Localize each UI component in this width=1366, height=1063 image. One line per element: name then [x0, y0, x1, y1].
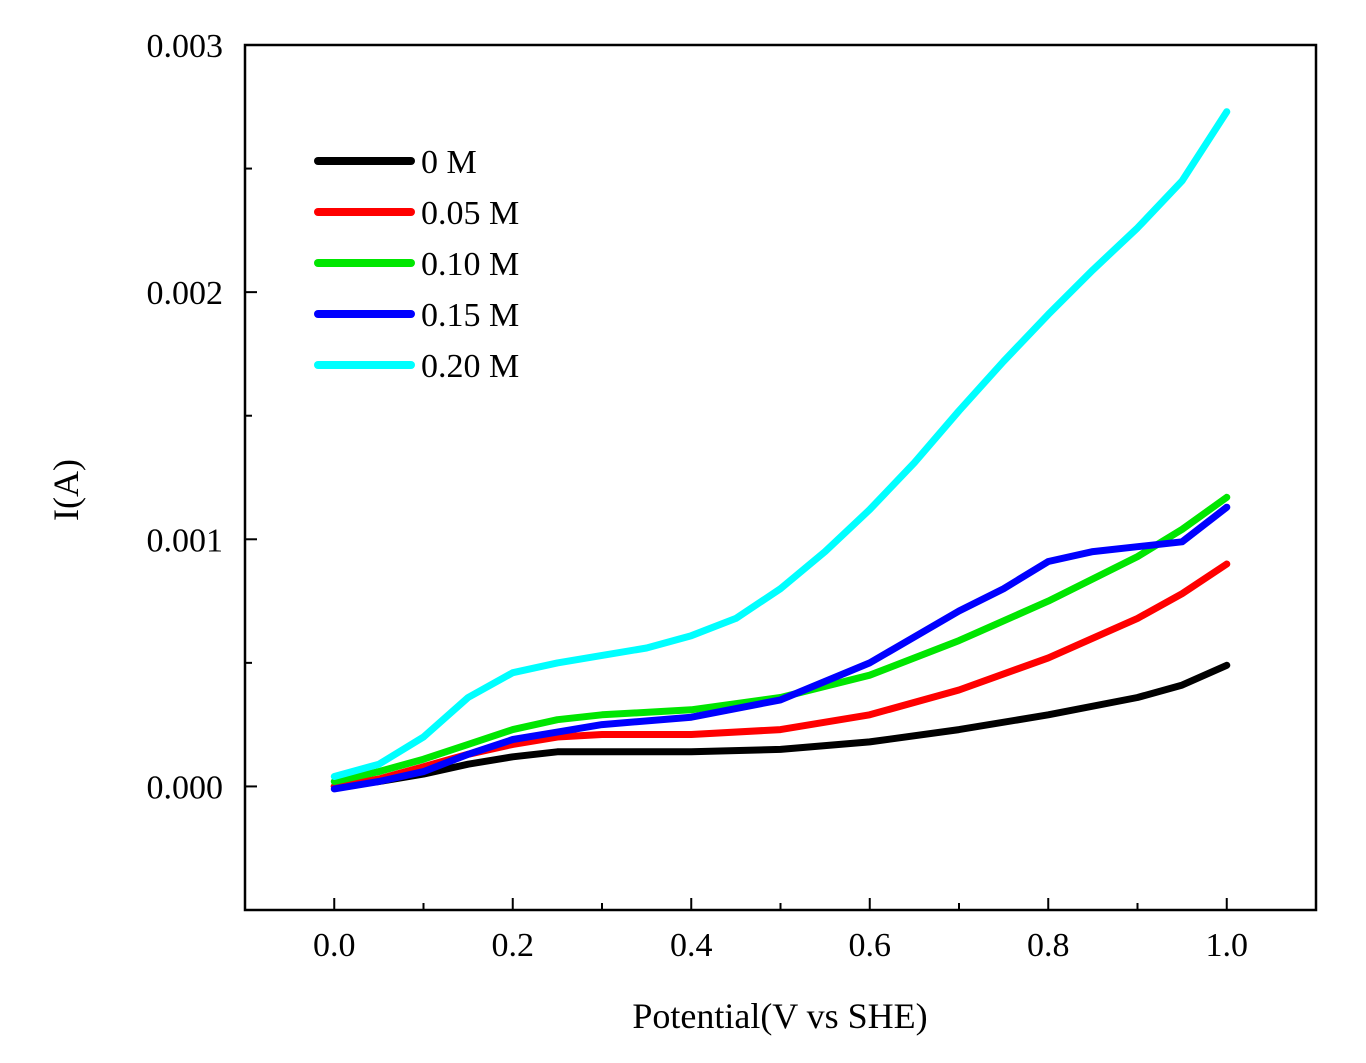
- x-tick-label: 0.2: [492, 927, 535, 964]
- series-line-2: [330, 493, 1231, 785]
- legend-label: 0.20 M: [421, 348, 519, 385]
- x-tick-label: 0.4: [670, 927, 713, 964]
- x-axis: 0.0 0.2 0.4 0.6 0.8 1.0: [313, 898, 1248, 964]
- series-line-0: [330, 661, 1231, 790]
- y-tick-label: 0.003: [147, 28, 224, 65]
- y-tick-label: 0.002: [147, 275, 224, 312]
- y-axis-title: I(A): [46, 459, 86, 521]
- x-tick-label: 0.0: [313, 927, 356, 964]
- y-tick-label: 0.000: [147, 769, 224, 806]
- x-tick-label: 0.8: [1027, 927, 1070, 964]
- y-axis: 0.000 0.001 0.002 0.003: [147, 28, 257, 911]
- y-tick-label: 0.001: [147, 522, 224, 559]
- x-tick-label: 1.0: [1206, 927, 1249, 964]
- series-line-4: [330, 108, 1231, 780]
- x-tick-label: 0.6: [849, 927, 892, 964]
- legend-label: 0.10 M: [421, 246, 519, 283]
- legend-label: 0.15 M: [421, 297, 519, 334]
- series-layer: [330, 108, 1231, 793]
- legend: 0 M 0.05 M 0.10 M 0.15 M 0.20 M: [314, 144, 519, 385]
- x-axis-title: Potential(V vs SHE): [632, 996, 927, 1036]
- legend-label: 0.05 M: [421, 195, 519, 232]
- series-line-3: [330, 503, 1231, 793]
- legend-label: 0 M: [421, 144, 477, 181]
